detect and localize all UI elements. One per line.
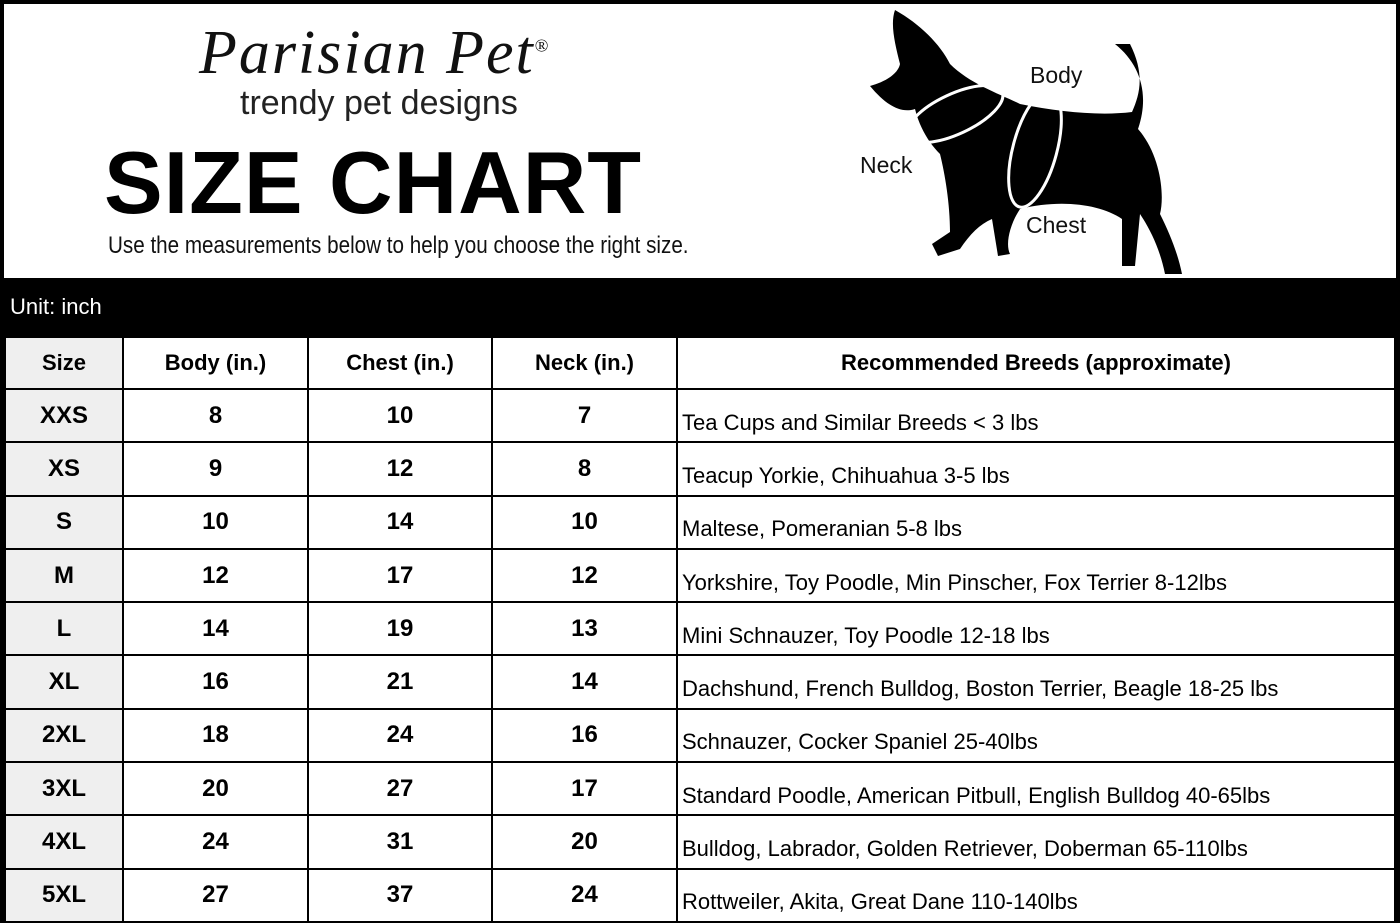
cell-size: XXS — [4, 387, 124, 444]
cell-neck: 8 — [491, 441, 678, 497]
cell-body: 20 — [122, 761, 309, 817]
table-header-row: Size Body (in.) Chest (in.) Neck (in.) R… — [4, 336, 1396, 390]
cell-neck: 7 — [491, 387, 678, 444]
cell-breeds: Teacup Yorkie, Chihuahua 3-5 lbs — [676, 441, 1396, 497]
cell-breeds: Mini Schnauzer, Toy Poodle 12-18 lbs — [676, 601, 1396, 657]
cell-chest: 10 — [307, 387, 493, 444]
cell-body: 18 — [122, 707, 309, 764]
cell-neck: 24 — [491, 867, 678, 923]
cell-body: 16 — [122, 654, 309, 710]
cell-chest: 27 — [307, 761, 493, 817]
cell-size: S — [4, 494, 124, 550]
table-row: 3XL 20 27 17 Standard Poodle, American Pitbu… — [4, 761, 1396, 817]
cell-size: M — [4, 547, 124, 604]
header: Parisian Pet® trendy pet designs SIZE CH… — [4, 4, 1396, 278]
cell-breeds: Bulldog, Labrador, Golden Retriever, Dob… — [676, 814, 1396, 870]
cell-neck: 12 — [491, 547, 678, 604]
table-row: 2XL 18 24 16 Schnauzer, Cocker Spaniel 25-40… — [4, 707, 1396, 764]
col-neck: Neck (in.) — [491, 336, 678, 390]
cell-chest: 21 — [307, 654, 493, 710]
cell-body: 9 — [122, 441, 309, 497]
table-row: 5XL 27 37 24 Rottweiler, Akita, Great Dane 1… — [4, 867, 1396, 923]
col-chest: Chest (in.) — [307, 336, 493, 390]
cell-breeds: Schnauzer, Cocker Spaniel 25-40lbs — [676, 707, 1396, 764]
col-size: Size — [4, 336, 124, 390]
cell-chest: 31 — [307, 814, 493, 870]
table-row: M 12 17 12 Yorkshire, Toy Poodle, Min Pinsch… — [4, 547, 1396, 604]
cell-body: 24 — [122, 814, 309, 870]
table-row: XL 16 21 14 Dachshund, French Bulldog, Bosto… — [4, 654, 1396, 710]
cell-neck: 17 — [491, 761, 678, 817]
cell-body: 27 — [122, 867, 309, 923]
cell-body: 14 — [122, 601, 309, 657]
cell-size: 2XL — [4, 707, 124, 764]
table-row: S 10 14 10 Maltese, Pomeranian 5-8 lbs — [4, 494, 1396, 550]
cell-chest: 17 — [307, 547, 493, 604]
brand-name: Parisian Pet — [199, 19, 535, 87]
cell-neck: 13 — [491, 601, 678, 657]
table-row: 4XL 24 31 20 Bulldog, Labrador, Golden Retri… — [4, 814, 1396, 870]
cell-chest: 37 — [307, 867, 493, 923]
body-label: Body — [1030, 62, 1083, 88]
unit-label: Unit: inch — [10, 294, 102, 319]
cell-body: 8 — [122, 387, 309, 444]
cell-breeds: Standard Poodle, American Pitbull, Engli… — [676, 761, 1396, 817]
cell-body: 12 — [122, 547, 309, 604]
table-row: XS 9 12 8 Teacup Yorkie, Chihuahua 3-5 lbs — [4, 441, 1396, 497]
cell-breeds: Tea Cups and Similar Breeds < 3 lbs — [676, 387, 1396, 444]
col-body: Body (in.) — [122, 336, 309, 390]
size-table: Size Body (in.) Chest (in.) Neck (in.) R… — [4, 336, 1396, 923]
dog-diagram: Body Neck Chest — [860, 4, 1190, 278]
cell-chest: 24 — [307, 707, 493, 764]
cell-breeds: Rottweiler, Akita, Great Dane 110-140lbs — [676, 867, 1396, 923]
cell-breeds: Dachshund, French Bulldog, Boston Terrie… — [676, 654, 1396, 710]
cell-neck: 14 — [491, 654, 678, 710]
cell-body: 10 — [122, 494, 309, 550]
dog-silhouette-icon — [870, 10, 1182, 274]
cell-chest: 19 — [307, 601, 493, 657]
cell-size: XS — [4, 441, 124, 497]
registered-mark: ® — [534, 35, 551, 56]
chest-label: Chest — [1026, 212, 1087, 238]
cell-size: XL — [4, 654, 124, 710]
cell-size: 5XL — [4, 867, 124, 923]
table-row: L 14 19 13 Mini Schnauzer, Toy Poodle 12-18 … — [4, 601, 1396, 657]
page-title: SIZE CHART — [104, 133, 642, 232]
cell-breeds: Yorkshire, Toy Poodle, Min Pinscher, Fox… — [676, 547, 1396, 604]
tagline: trendy pet designs — [240, 84, 518, 122]
cell-chest: 12 — [307, 441, 493, 497]
subtitle: Use the measurements below to help you c… — [108, 232, 689, 259]
col-breeds: Recommended Breeds (approximate) — [676, 336, 1396, 390]
neck-label: Neck — [860, 152, 913, 178]
cell-neck: 16 — [491, 707, 678, 764]
cell-size: 3XL — [4, 761, 124, 817]
cell-breeds: Maltese, Pomeranian 5-8 lbs — [676, 494, 1396, 550]
cell-neck: 10 — [491, 494, 678, 550]
cell-size: 4XL — [4, 814, 124, 870]
cell-neck: 20 — [491, 814, 678, 870]
cell-size: L — [4, 601, 124, 657]
brand-logo: Parisian Pet® — [199, 18, 550, 89]
table-row: XXS 8 10 7 Tea Cups and Similar Breeds < 3 l… — [4, 387, 1396, 444]
cell-chest: 14 — [307, 494, 493, 550]
